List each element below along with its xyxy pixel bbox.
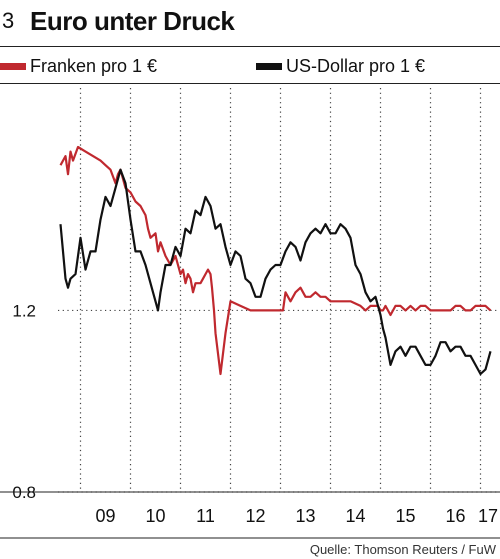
x-tick-label-15: 15 <box>395 506 415 526</box>
series-line-franken <box>59 145 492 376</box>
series-line-usd <box>59 168 492 376</box>
x-tick-label-10: 10 <box>145 506 165 526</box>
x-tick-label-17: 17 <box>478 506 498 526</box>
legend: Franken pro 1 € US-Dollar pro 1 € <box>0 56 500 82</box>
y-tick-label-0: 1.2 <box>12 301 36 320</box>
legend-swatch-usd <box>256 63 282 70</box>
x-tick-label-16: 16 <box>445 506 465 526</box>
x-tick-label-13: 13 <box>295 506 315 526</box>
line-chart: 1.20.809 10 11 12 13 14 15 16 17 <box>0 88 500 539</box>
chart-header: 3 Euro unter Druck <box>0 6 500 42</box>
legend-item-franken: Franken pro 1 € <box>0 56 157 77</box>
chart-title: Euro unter Druck <box>30 6 235 36</box>
title-rule <box>0 46 500 47</box>
figure-number: 3 <box>2 8 15 33</box>
x-tick-label-11: 11 <box>196 506 215 526</box>
x-tick-label-12: 12 <box>245 506 265 526</box>
legend-item-usd: US-Dollar pro 1 € <box>256 56 425 77</box>
source-note: Quelle: Thomson Reuters / FuW <box>309 542 496 557</box>
legend-label-usd: US-Dollar pro 1 € <box>286 56 426 76</box>
legend-swatch-franken <box>0 63 26 70</box>
x-tick-label-09: 09 <box>95 506 115 526</box>
legend-rule <box>0 83 500 84</box>
x-tick-label-14: 14 <box>345 506 365 526</box>
legend-label-franken: Franken pro 1 € <box>30 56 158 76</box>
